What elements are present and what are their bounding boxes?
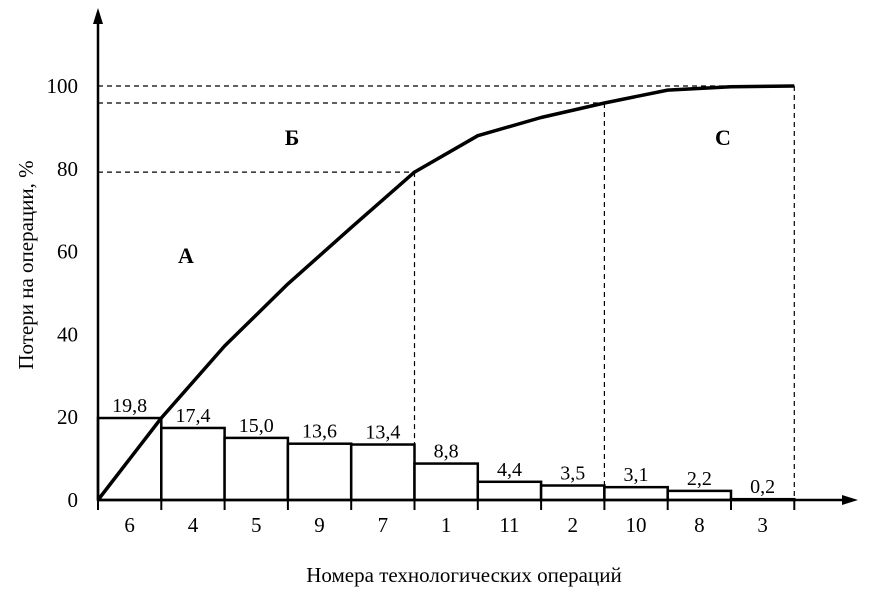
x-axis-arrow — [842, 495, 858, 505]
bar-11 — [476, 480, 543, 502]
y-tick-label: 100 — [47, 74, 79, 98]
bar-5 — [223, 436, 290, 502]
x-axis-title: Номера технологических операций — [306, 563, 621, 587]
bar-9 — [286, 442, 353, 502]
data-label: 8,8 — [434, 441, 459, 463]
data-label: 19,8 — [112, 395, 147, 417]
x-tick-label: 5 — [251, 513, 262, 537]
bar-2 — [539, 484, 606, 502]
bar-10 — [603, 485, 669, 502]
zone-b-label: Б — [285, 125, 300, 150]
y-tick-label: 0 — [68, 488, 79, 512]
x-tick-label: 4 — [188, 513, 199, 537]
y-tick-label: 40 — [57, 322, 78, 346]
zone-c-label: С — [715, 125, 731, 150]
x-tick-label: 3 — [757, 513, 768, 537]
bar-1 — [413, 462, 480, 502]
x-tick-label: 9 — [314, 513, 325, 537]
x-tick-label: 11 — [499, 513, 519, 537]
cumulative-line — [96, 84, 795, 502]
x-tick-label: 1 — [441, 513, 452, 537]
y-tick-label: 60 — [57, 240, 78, 264]
axes — [93, 8, 858, 505]
data-label: 2,2 — [687, 468, 712, 490]
data-label: 4,4 — [497, 459, 522, 481]
x-tick-label: 7 — [378, 513, 389, 537]
x-tick-label: 2 — [568, 513, 579, 537]
labels: 19,8 6 17,4 4 15,0 5 13,6 9 13,4 7 8,8 1 4,4 11 3,5 2 3,… — [47, 74, 776, 537]
ticks — [97, 500, 796, 510]
zone-a-label: А — [178, 243, 194, 268]
bar-4 — [160, 426, 226, 502]
x-tick-label: 10 — [626, 513, 647, 537]
x-tick-label: 6 — [124, 513, 135, 537]
data-label: 3,1 — [624, 464, 649, 486]
data-label: 15,0 — [239, 415, 274, 437]
bar-7 — [349, 443, 416, 502]
data-label: 3,5 — [560, 463, 585, 485]
data-label: 13,6 — [302, 421, 337, 443]
data-label: 13,4 — [365, 422, 400, 444]
y-axis-title: Потери на операции, % — [14, 160, 38, 369]
data-label: 0,2 — [750, 476, 775, 498]
y-axis-arrow — [93, 8, 103, 24]
x-tick-label: 8 — [694, 513, 705, 537]
y-tick-label: 80 — [57, 157, 78, 181]
y-tick-label: 20 — [57, 405, 78, 429]
bar-8 — [666, 489, 733, 502]
data-label: 17,4 — [175, 405, 210, 427]
